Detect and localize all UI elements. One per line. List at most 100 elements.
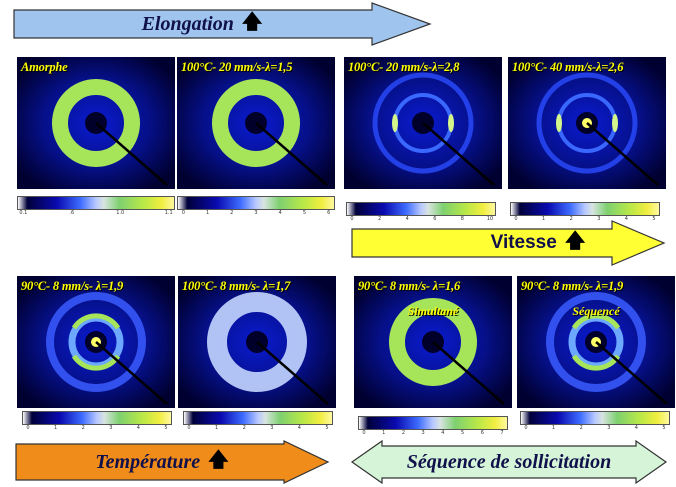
panel-caption: 100°C- 20 mm/s-λ=1,5 <box>181 60 293 74</box>
scattering-ring <box>389 298 477 386</box>
colorbar-tick-label: 0 <box>350 216 354 222</box>
colorbar-gradient <box>22 411 172 425</box>
panel-caption: 90°C- 8 mm/s- λ=1,9 <box>521 279 624 293</box>
colorbar-tick-label: 2 <box>230 210 234 216</box>
sequence-arrow-shape <box>350 440 668 484</box>
colorbar-tick-label: 2 <box>378 216 382 222</box>
saxs-pattern-5: 90°C- 8 mm/s- λ=1,9 <box>17 276 175 408</box>
sequence-label-wrap: Séquence de sollicitation <box>350 440 668 484</box>
elongation-label: Elongation <box>141 12 234 35</box>
colorbar-tick-label: 1.1 <box>164 210 173 216</box>
colorbar-tick-label: 5 <box>325 425 329 431</box>
colorbar-tick-label: 5 <box>662 425 666 431</box>
colorbar-tick-label: 1 <box>382 430 386 436</box>
sequence-label: Séquence de sollicitation <box>406 450 612 473</box>
colorbar-7: 0 1 2 3 4 5 6 7 <box>358 416 508 440</box>
colorbar-tick-label: 1 <box>552 425 556 431</box>
colorbar-gradient <box>177 196 335 210</box>
colorbar-tick-label: 5 <box>460 430 465 436</box>
colorbar-2: 0 1 2 3 4 5 6 <box>177 196 335 220</box>
scattering-ring <box>207 292 307 392</box>
colorbar-tick-label: 3 <box>270 425 274 431</box>
colorbar-gradient <box>183 411 333 425</box>
saxs-pattern-image <box>517 276 675 408</box>
colorbar-tick-label: 0 <box>181 210 185 216</box>
saxs-pattern-image <box>354 276 512 408</box>
up-arrow-icon: 🡅 <box>241 11 263 33</box>
colorbar-gradient <box>346 202 496 216</box>
colorbar-tick-label: 0 <box>26 425 30 431</box>
saxs-pattern-image <box>178 276 336 408</box>
colorbar-tick-label: 2 <box>579 425 583 431</box>
saxs-pattern-4: 100°C- 40 mm/s-λ=2,6 <box>508 57 666 189</box>
outer-ring <box>46 292 146 392</box>
temperature-label-wrap: Température 🡅 <box>14 440 330 484</box>
scattering-ring <box>52 79 140 167</box>
saxs-pattern-2: 100°C- 20 mm/s-λ=1,5 <box>177 57 335 189</box>
saxs-pattern-1: Amorphe <box>17 57 175 189</box>
colorbar-1: 0.1 .6 1.0 1.1 <box>17 196 175 220</box>
colorbar-tick-label: 6 <box>327 210 331 216</box>
colorbar-tick-label: 1 <box>215 425 219 431</box>
beamstop-arm <box>256 341 329 405</box>
panel-caption: 100°C- 8 mm/s- λ=1,7 <box>182 279 291 293</box>
equatorial-spot <box>612 114 618 132</box>
saxs-pattern-8: 90°C- 8 mm/s- λ=1,9 Séquencé <box>517 276 675 408</box>
temperature-label: Température <box>95 450 201 473</box>
colorbar-tick-label: 5 <box>164 425 168 431</box>
panel-caption: 100°C- 20 mm/s-λ=2,8 <box>348 60 460 74</box>
outer-ring <box>546 292 646 392</box>
colorbar-tick-label: 0 <box>187 425 191 431</box>
vitesse-arrow-shape <box>351 220 666 266</box>
colorbar-tick-label: 2 <box>81 425 85 431</box>
colorbar-tick-label: 3 <box>109 425 113 431</box>
vitesse-label-wrap: Vitesse 🡅 <box>350 220 666 266</box>
outer-ring <box>536 72 638 174</box>
colorbar-5: 0 1 2 3 4 5 <box>22 411 172 435</box>
beamstop-arm <box>586 122 659 186</box>
up-arrow-icon: 🡅 <box>564 230 586 252</box>
panel-subcaption: Simultané <box>407 304 459 318</box>
colorbar-gradient <box>358 416 508 430</box>
elongation-arrow: Elongation 🡅 <box>12 2 432 46</box>
colorbar-tick-label: 6 <box>480 430 484 436</box>
vitesse-label: Vitesse <box>490 232 557 253</box>
colorbar-4: 0 1 2 3 4 5 <box>510 202 660 226</box>
colorbar-tick-label: 4 <box>634 425 638 431</box>
colorbar-tick-label: 10 <box>486 216 494 222</box>
colorbar-8: 0 1 2 3 4 5 <box>520 411 670 435</box>
colorbar-tick-label: .6 <box>69 210 75 216</box>
outer-ring <box>372 72 474 174</box>
saxs-pattern-image <box>344 57 502 189</box>
colorbar-tick-label: 2 <box>242 425 246 431</box>
saxs-pattern-6: 100°C- 8 mm/s- λ=1,7 <box>178 276 336 408</box>
colorbar-3: 0 2 4 6 8 10 <box>346 202 496 226</box>
panel-caption: 100°C- 40 mm/s-λ=2,6 <box>512 60 624 74</box>
colorbar-6: 0 1 2 3 4 5 <box>183 411 333 435</box>
colorbar-tick-label: 5 <box>302 210 307 216</box>
colorbar-tick-label: 4 <box>624 216 628 222</box>
colorbar-tick-label: 1 <box>542 216 546 222</box>
temperature-arrow: Température 🡅 <box>14 440 330 484</box>
colorbar-tick-label: 5 <box>652 216 656 222</box>
colorbar-tick-label: 8 <box>460 216 464 222</box>
saxs-pattern-image <box>177 57 335 189</box>
colorbar-tick-label: 4 <box>278 210 282 216</box>
equatorial-spot <box>556 114 562 132</box>
saxs-pattern-image <box>17 276 175 408</box>
colorbar-tick-label: 7 <box>500 430 504 436</box>
colorbar-gradient <box>510 202 660 216</box>
meridional-arc <box>571 354 621 371</box>
equatorial-spot <box>448 114 454 132</box>
up-arrow-icon: 🡅 <box>208 449 229 471</box>
equatorial-spot <box>392 114 398 132</box>
colorbar-tick-label: 3 <box>597 216 601 222</box>
beamstop-arm <box>422 122 495 186</box>
colorbar-tick-label: 6 <box>433 216 437 222</box>
panel-caption: 90°C- 8 mm/s- λ=1,6 <box>358 279 461 293</box>
saxs-pattern-7: 90°C- 8 mm/s- λ=1,6 Simultané <box>354 276 512 408</box>
colorbar-tick-label: 3 <box>254 210 258 216</box>
meridional-arc <box>71 354 121 371</box>
colorbar-tick-label: 1 <box>205 210 210 216</box>
colorbar-tick-label: 3 <box>421 430 425 436</box>
